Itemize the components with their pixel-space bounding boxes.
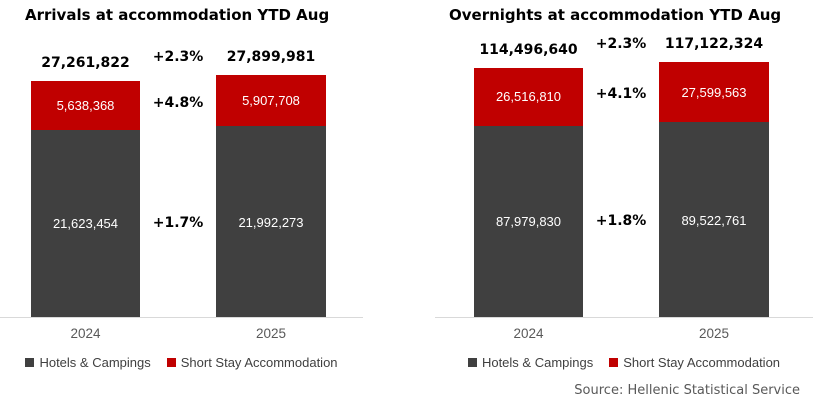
legend-label: Short Stay Accommodation [623,355,781,370]
legend: Hotels & Campings Short Stay Accommodati… [435,355,813,370]
total-value-2024: 27,261,822 [41,54,130,71]
short-stay-segment: 26,516,810 [474,67,583,126]
hotels-segment: 89,522,761 [659,122,769,318]
stacked-bar-2024: 5,638,368 21,623,454 [31,80,140,318]
hotels-segment: 87,979,830 [474,125,583,318]
short-stay-segment: 27,599,563 [659,62,769,123]
total-change-label: +2.3% [595,36,647,52]
category-label-2024: 2024 [70,326,101,341]
total-value-2025: 117,122,324 [664,36,764,52]
short-stay-swatch-icon [166,358,176,367]
hotels-value: 89,522,761 [681,212,747,228]
legend-label: Hotels & Campings [481,355,594,370]
short-stay-value: 27,599,563 [681,84,747,100]
short-stay-change-label: +4.8% [152,94,204,111]
x-axis-line [435,317,813,318]
chart-title: Arrivals at accommodation YTD Aug [25,6,330,24]
short-stay-value: 5,638,368 [56,97,115,113]
legend-label: Hotels & Campings [39,355,151,370]
stacked-bar-2024: 26,516,810 87,979,830 [474,67,583,318]
hotels-segment: 21,992,273 [216,126,326,318]
short-stay-change-label: +4.1% [595,86,647,103]
legend-item-hotels: Hotels & Campings [25,355,151,370]
stacked-bar-2025: 27,599,563 89,522,761 [659,62,769,318]
hotels-change-label: +1.8% [595,213,647,229]
hotels-value: 87,979,830 [495,214,562,230]
hotels-value: 21,992,273 [238,214,304,230]
legend-label: Short Stay Accommodation [180,355,338,370]
total-value-2025: 27,899,981 [226,49,316,65]
hotels-swatch-icon [467,358,477,367]
category-label-2025: 2025 [698,326,730,341]
short-stay-segment: 5,638,368 [31,80,140,130]
short-stay-segment: 5,907,708 [216,75,326,127]
total-value-2024: 114,496,640 [479,41,578,58]
short-stay-swatch-icon [609,358,619,367]
short-stay-value: 5,907,708 [242,93,300,109]
total-change-label: +2.3% [152,49,204,65]
category-label-2024: 2024 [513,326,544,341]
hotels-segment: 21,623,454 [31,129,140,318]
x-axis-line [0,317,363,318]
category-label-2025: 2025 [255,326,287,341]
stacked-bar-2025: 5,907,708 21,992,273 [216,75,326,318]
hotels-swatch-icon [25,358,35,367]
chart-title: Overnights at accommodation YTD Aug [449,6,782,24]
hotels-value: 21,623,454 [52,216,119,232]
legend-item-hotels: Hotels & Campings [467,355,594,370]
short-stay-value: 26,516,810 [495,89,562,105]
legend: Hotels & Campings Short Stay Accommodati… [0,355,363,370]
legend-item-short-stay: Short Stay Accommodation [609,355,780,370]
source-note: Source: Hellenic Statistical Service [574,383,800,398]
hotels-change-label: +1.7% [152,215,204,232]
legend-item-short-stay: Short Stay Accommodation [166,355,338,370]
